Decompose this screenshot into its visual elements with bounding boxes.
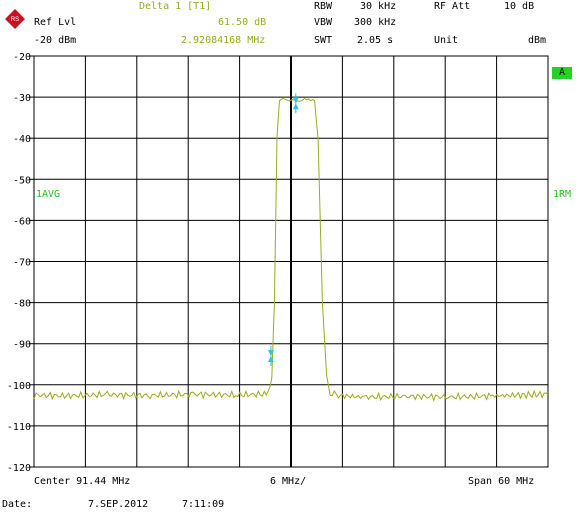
y-tick-label: -110: [7, 422, 31, 433]
unit-value: dBm: [528, 35, 547, 46]
swt-value: 2.05 s: [357, 35, 394, 46]
time-value: 7:11:09: [182, 499, 225, 510]
y-tick-label: -80: [13, 299, 31, 310]
y-tick-label: -100: [7, 381, 31, 392]
marker-frequency: 2.92084168 MHz: [181, 35, 266, 46]
y-tick-label: -20: [13, 52, 31, 63]
y-tick-label: -30: [13, 93, 31, 104]
vbw-value: 300 kHz: [354, 17, 397, 28]
unit-label: Unit: [434, 35, 459, 46]
vbw-label: VBW: [314, 17, 333, 28]
y-tick-label: -120: [7, 463, 31, 474]
trace-badge: A: [552, 67, 572, 79]
center-frequency: Center 91.44 MHz: [34, 476, 131, 487]
ref-level-label: Ref Lvl: [34, 17, 77, 28]
y-tick-label: -40: [13, 134, 31, 145]
right-mode-label: 1RM: [553, 189, 572, 200]
rf-att-label: RF Att: [434, 1, 471, 12]
span: Span 60 MHz: [468, 476, 535, 487]
y-tick-label: -90: [13, 340, 31, 351]
trace-line: [33, 97, 549, 402]
date-value: 7.SEP.2012: [88, 499, 149, 510]
y-tick-label: -70: [13, 258, 31, 269]
svg-text:RS: RS: [11, 17, 19, 23]
marker-level: 61.50 dB: [218, 17, 267, 28]
ref-level-value: -20 dBm: [34, 35, 77, 46]
rbw-label: RBW: [314, 1, 333, 12]
marker-label: Delta 1 [T1]: [139, 1, 212, 12]
y-tick-label: -60: [13, 216, 31, 227]
left-mode-label: 1AVG: [36, 189, 61, 200]
rohde-schwarz-logo: RS: [5, 9, 25, 29]
per-division: 6 MHz/: [270, 476, 307, 487]
y-tick-label: -50: [13, 175, 31, 186]
rf-att-value: 10 dB: [504, 1, 535, 12]
date-label: Date:: [2, 499, 33, 510]
swt-label: SWT: [314, 35, 333, 46]
rbw-value: 30 kHz: [360, 1, 397, 12]
